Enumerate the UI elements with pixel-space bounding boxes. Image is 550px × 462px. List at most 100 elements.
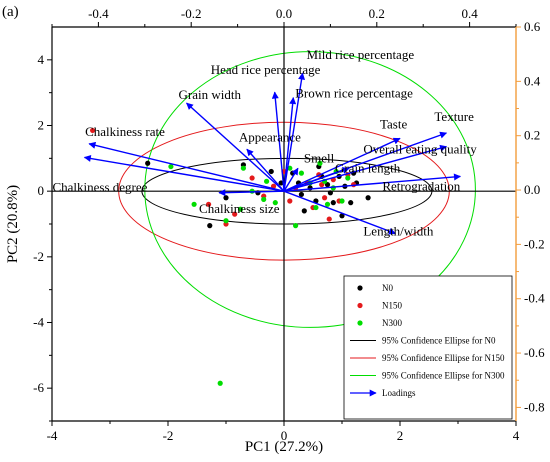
point-n300: [339, 198, 345, 204]
loading-label: Texture: [434, 109, 474, 124]
point-n0: [268, 168, 274, 175]
point-n300: [313, 204, 319, 211]
loading-label: Brown rice percentage: [295, 86, 413, 101]
point-n300: [272, 200, 278, 206]
legend-label: Loadings: [382, 388, 416, 398]
y-tick-label: -4: [33, 315, 44, 330]
loading-arrow: [283, 144, 448, 192]
loading-arrow: [88, 141, 285, 192]
legend-marker-n150: [357, 302, 363, 309]
point-n150: [232, 211, 238, 217]
top-tick-label: 0.0: [276, 6, 292, 21]
loading-arrow: [283, 96, 297, 192]
point-n300: [298, 170, 304, 176]
point-n300: [345, 175, 351, 181]
y-tick-label: -2: [33, 249, 44, 264]
point-n0: [145, 160, 151, 166]
loading-arrow: [283, 137, 401, 192]
y-tick-label: -6: [33, 380, 44, 395]
top-tick-label: 0.2: [369, 6, 385, 21]
point-n0: [207, 223, 213, 229]
point-n0: [339, 213, 345, 219]
loading-label: Smell: [304, 150, 335, 165]
point-n0: [255, 190, 261, 196]
point-n150: [326, 216, 332, 222]
point-n300: [317, 160, 323, 166]
loading-label: Grain width: [179, 87, 242, 102]
point-n300: [264, 178, 270, 184]
loading-arrow: [283, 72, 306, 192]
point-n300: [223, 218, 229, 224]
point-n300: [240, 165, 246, 171]
point-n150: [249, 175, 255, 181]
legend-label: 95% Confidence Ellipse for N0: [382, 336, 496, 346]
loading-arrow: [186, 102, 285, 192]
point-n150: [206, 201, 212, 207]
loading-label: Grain length: [335, 160, 401, 175]
loading-label: Taste: [380, 116, 407, 131]
point-n300: [324, 201, 331, 207]
loading-label: Chalkiness size: [199, 201, 280, 216]
loading-arrow: [283, 173, 462, 192]
loading-arrow: [271, 91, 285, 192]
x-tick-label: 0: [281, 428, 288, 443]
legend-marker-n300: [357, 320, 363, 326]
loading-arrow: [283, 167, 299, 192]
point-n0: [327, 190, 333, 196]
legend-label: 95% Confidence Ellipse for N300: [382, 371, 505, 381]
right-tick-label: -0.6: [524, 345, 545, 360]
loading-label: Chalkiness rate: [85, 124, 165, 139]
y-tick-label: 0: [38, 183, 45, 198]
y-axis-label: PC2 (20.8%): [5, 185, 21, 263]
top-tick-label: -0.2: [181, 6, 202, 21]
loading-label: Appearance: [239, 129, 301, 144]
point-n0: [365, 195, 371, 201]
point-n150: [270, 183, 277, 189]
panel-label: (a): [2, 4, 19, 20]
legend-label: N0: [382, 283, 393, 293]
confidence-ellipse-n300: [144, 51, 476, 328]
point-n150: [287, 198, 293, 204]
point-n0: [348, 200, 354, 206]
right-tick-label: -0.8: [524, 399, 545, 414]
top-tick-label: 0.4: [461, 6, 478, 21]
y-tick-label: 2: [38, 118, 45, 133]
loading-arrow: [83, 155, 285, 192]
point-n300: [237, 206, 244, 212]
legend-label: 95% Confidence Ellipse for N150: [382, 353, 505, 363]
loading-arrow: [246, 148, 285, 192]
point-n300: [261, 196, 267, 202]
legend-label: N150: [382, 301, 402, 311]
legend-marker-n0: [357, 285, 363, 291]
point-n300: [249, 188, 255, 194]
right-tick-label: 0.6: [524, 19, 541, 34]
point-n0: [298, 191, 304, 198]
right-tick-label: 0.0: [524, 182, 540, 197]
point-n150: [322, 195, 328, 201]
point-n150: [90, 127, 96, 134]
x-tick-label: 4: [513, 428, 520, 443]
point-n300: [217, 380, 223, 386]
point-n0: [330, 200, 336, 206]
loading-arrow: [283, 167, 350, 192]
point-n0: [278, 180, 284, 186]
right-tick-label: 0.2: [524, 128, 540, 143]
point-n0: [301, 208, 307, 214]
legend-box: [343, 275, 513, 420]
right-tick-label: -0.4: [524, 291, 545, 306]
point-n300: [293, 223, 299, 229]
x-axis-label: PC1 (27.2%): [245, 439, 323, 455]
right-tick-label: -0.2: [524, 236, 545, 251]
point-n300: [191, 201, 197, 207]
loading-label: Mild rice percentage: [307, 47, 415, 62]
legend-label: N300: [382, 318, 402, 328]
x-tick-label: -4: [47, 428, 58, 443]
x-tick-label: -2: [163, 428, 174, 443]
right-tick-label: 0.4: [524, 73, 541, 88]
loading-arrow: [218, 189, 285, 197]
point-n0: [223, 195, 229, 201]
top-tick-label: -0.4: [88, 6, 109, 21]
x-tick-label: 2: [397, 428, 404, 443]
